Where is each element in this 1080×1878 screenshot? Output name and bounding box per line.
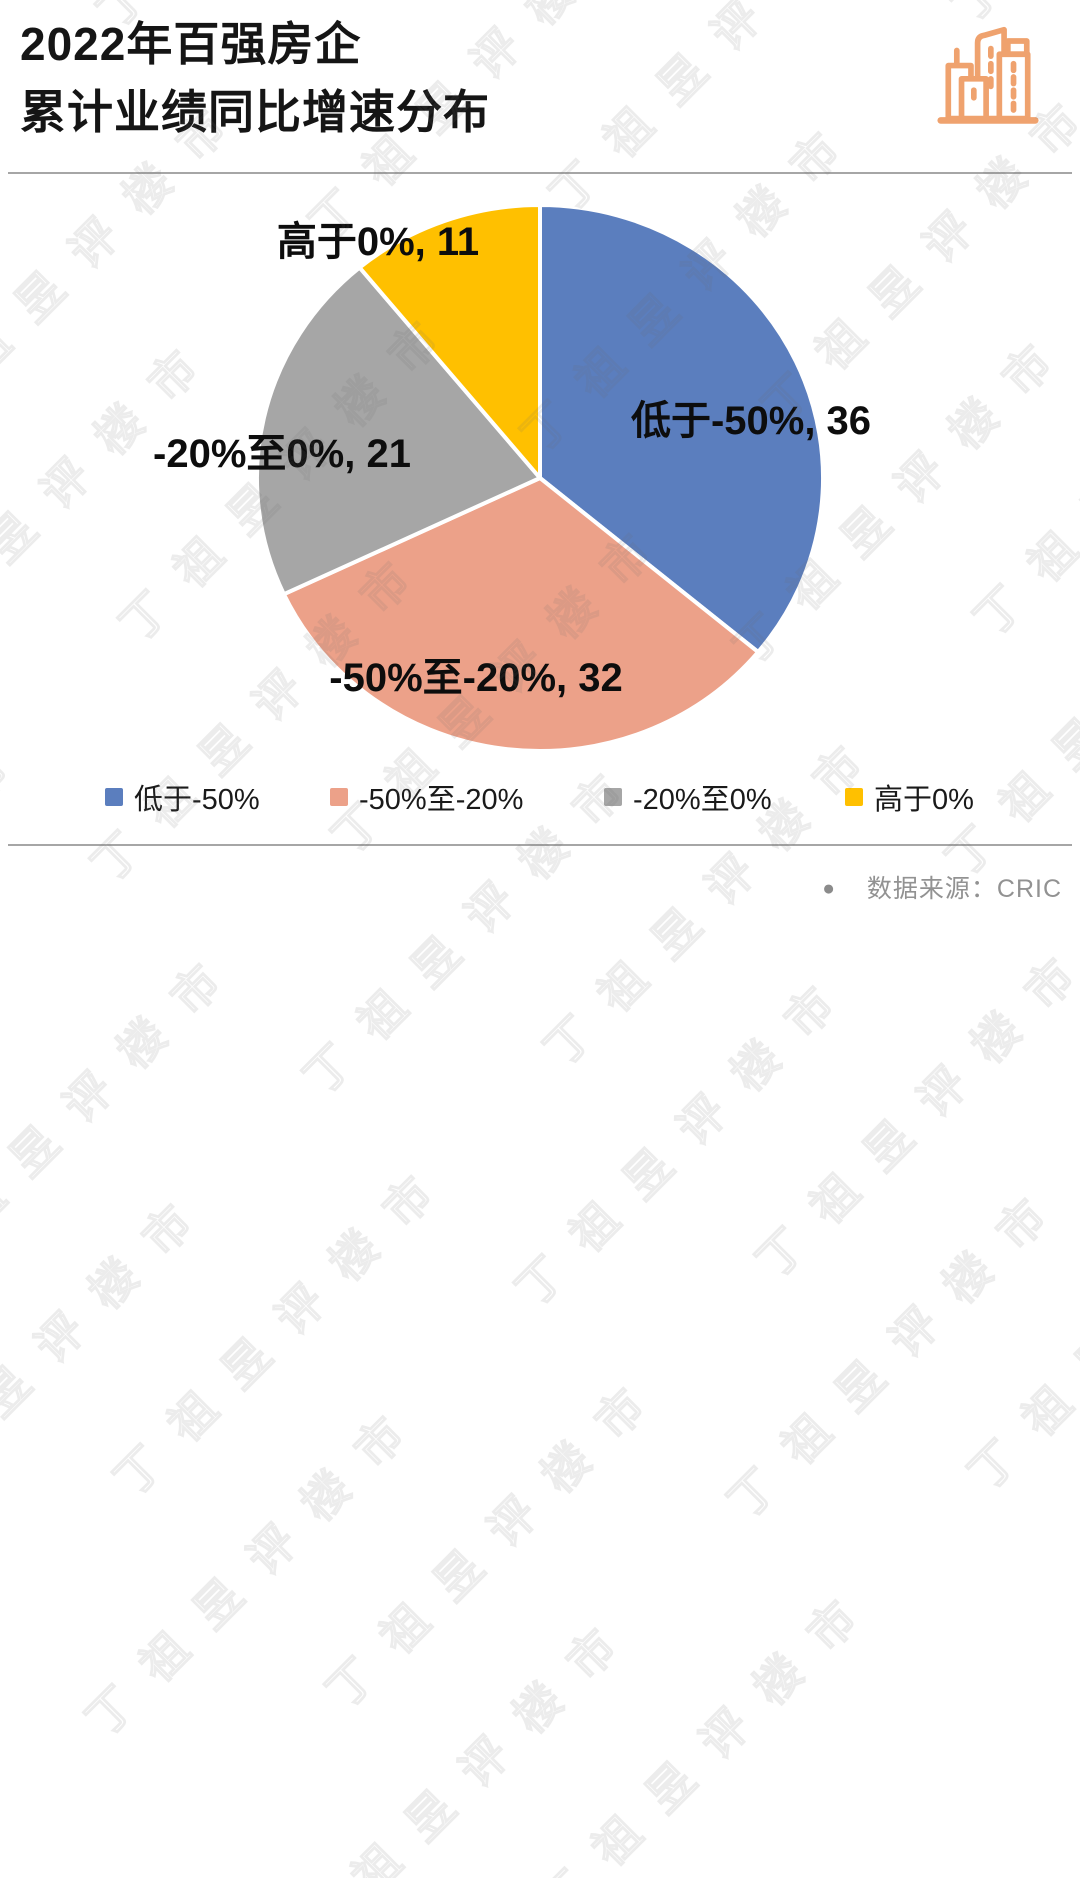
page-title: 2022年百强房企 累计业绩同比增速分布 bbox=[20, 10, 490, 146]
legend-item-below-neg50: 低于-50% bbox=[105, 781, 260, 816]
legend-item-above-0: 高于0% bbox=[845, 781, 974, 816]
page-title-line2: 累计业绩同比增速分布 bbox=[20, 86, 490, 138]
legend-swatch bbox=[845, 788, 863, 806]
legend-item-neg50-to-neg20: -50%至-20% bbox=[330, 781, 523, 816]
slice-label-neg20-to-0: -20%至0%, 21 bbox=[153, 432, 411, 476]
header-divider bbox=[8, 172, 1072, 174]
bullet-icon: ● bbox=[822, 877, 835, 900]
legend-label: 低于-50% bbox=[134, 784, 260, 816]
buildings-icon bbox=[936, 20, 1040, 137]
pie-slice-0 bbox=[538, 203, 826, 654]
legend-swatch bbox=[604, 788, 622, 806]
slice-label-below-neg50: 低于-50%, 36 bbox=[630, 399, 872, 443]
data-source-text: 数据来源：CRIC bbox=[866, 875, 1062, 903]
slice-label-above-0: 高于0%, 11 bbox=[276, 220, 480, 264]
footer: ● 数据来源：CRIC bbox=[822, 874, 1062, 904]
slice-label-neg50-to-neg20: -50%至-20%, 32 bbox=[329, 656, 623, 700]
legend-item-neg20-to-0: -20%至0% bbox=[604, 781, 772, 816]
pie-chart bbox=[254, 203, 826, 754]
page-title-line1: 2022年百强房企 bbox=[20, 18, 362, 70]
legend-label: -50%至-20% bbox=[359, 784, 524, 816]
pie-slice-3 bbox=[357, 203, 542, 480]
footer-divider bbox=[8, 844, 1072, 846]
pie-slice-2 bbox=[254, 265, 542, 597]
legend-swatch bbox=[105, 788, 123, 806]
legend-swatch bbox=[330, 788, 348, 806]
legend-label: 高于0% bbox=[874, 784, 974, 816]
legend-label: -20%至0% bbox=[633, 784, 772, 816]
pie-slice-1 bbox=[281, 476, 761, 754]
